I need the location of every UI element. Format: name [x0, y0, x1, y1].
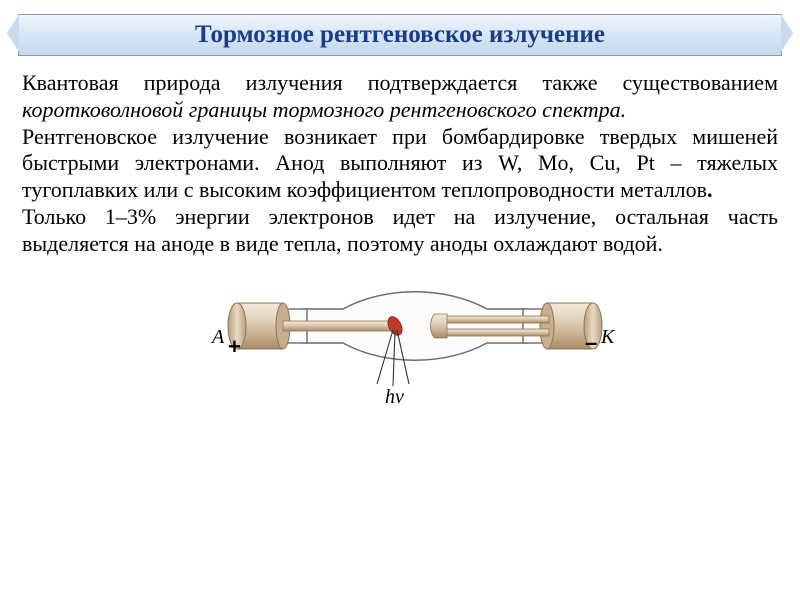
paragraph-1: Квантовая природа излучения подтверждает…	[22, 70, 778, 124]
label-cathode: K	[601, 326, 614, 349]
cathode-cap-inner	[540, 303, 554, 349]
page-title: Тормозное рентгеновское излучение	[195, 21, 605, 48]
sign-minus: –	[585, 330, 597, 356]
label-hv: hν	[385, 386, 404, 409]
sign-plus: +	[228, 334, 241, 360]
cathode-rod-top	[441, 316, 549, 323]
p1-italic: коротковолновой границы тормозного рентг…	[22, 97, 626, 122]
p3-text: Только 1–3% энергии электронов идет на и…	[22, 204, 778, 256]
p2-dot: .	[707, 177, 713, 202]
header-band: Тормозное рентгеновское излучение	[18, 14, 782, 56]
p2-text: Рентгеновское излучение возникает при бо…	[22, 124, 778, 203]
cathode-rod-bottom	[441, 329, 549, 336]
anode-rod	[283, 321, 393, 331]
body-text: Квантовая природа излучения подтверждает…	[0, 66, 800, 258]
paragraph-2: Рентгеновское излучение возникает при бо…	[22, 124, 778, 204]
cathode-cup	[431, 314, 448, 338]
paragraph-3: Только 1–3% энергии электронов идет на и…	[22, 204, 778, 258]
p1-plain: Квантовая природа излучения подтверждает…	[22, 70, 778, 95]
xray-tube-figure: A + – K hν	[185, 276, 615, 416]
label-anode: A	[212, 326, 224, 349]
